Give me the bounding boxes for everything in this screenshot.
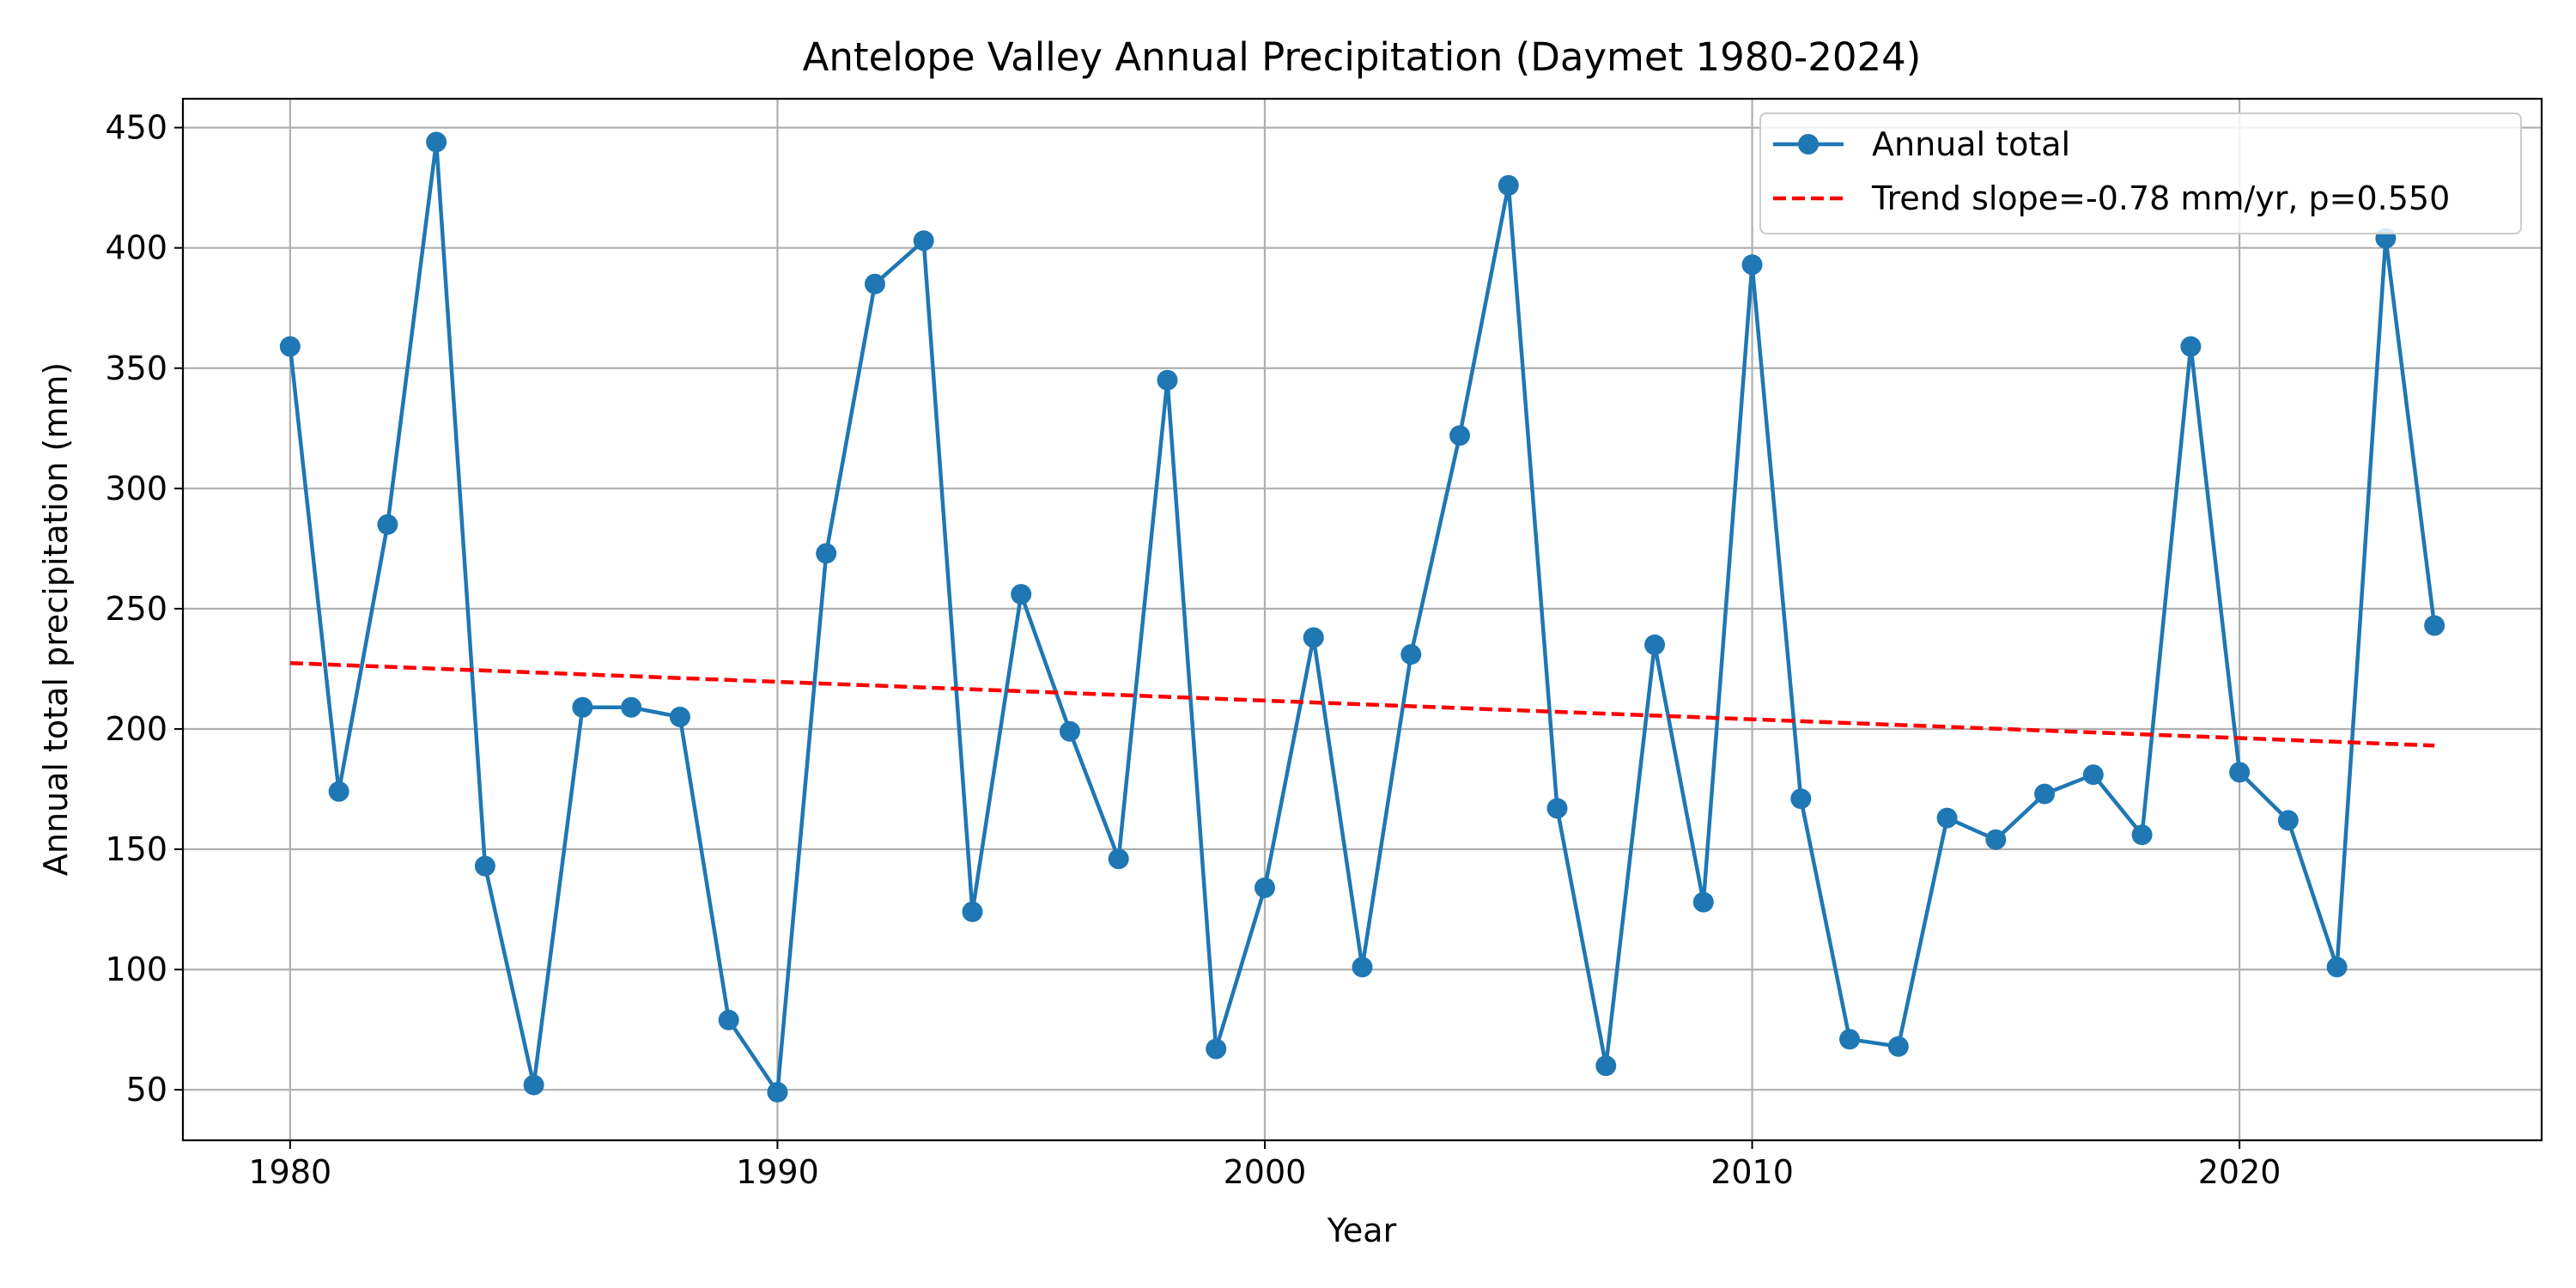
annual-total-point [2131, 824, 2153, 846]
annual-total-point [377, 513, 398, 535]
y-tick-label: 100 [105, 951, 167, 988]
annual-total-point [1303, 627, 1324, 648]
y-tick-label: 450 [105, 109, 167, 147]
annual-total-point [1449, 425, 1471, 447]
x-tick-label: 1980 [249, 1153, 332, 1191]
annual-total-point [1254, 877, 1275, 898]
annual-total-point [2034, 783, 2056, 805]
annual-total-point [1352, 957, 1373, 978]
annual-total-point [1400, 644, 1422, 665]
axes-frame [181, 97, 2543, 1142]
annual-total-point [426, 131, 447, 153]
y-tick-label: 300 [105, 470, 167, 507]
y-tick-label: 250 [105, 590, 167, 628]
grid [183, 99, 2542, 1140]
x-axis-label: Year [1327, 1212, 1397, 1249]
annual-total-point [1644, 634, 1666, 655]
annual-total-point [1498, 174, 1519, 196]
ticks: 1980 1990 2000 2010 2020 50 100 150 200 250 300 350… [105, 109, 2281, 1191]
trend-line [289, 660, 2435, 748]
annual-total-point [864, 273, 885, 295]
annual-total-point [279, 336, 301, 357]
x-tick-label: 2020 [2198, 1153, 2281, 1191]
y-tick-label: 400 [105, 229, 167, 267]
series-layer [279, 131, 2445, 1103]
annual-total-point [2326, 957, 2348, 978]
plot-area [183, 99, 2542, 1140]
annual-total-point [913, 230, 934, 252]
x-tick-label: 1990 [736, 1153, 819, 1191]
legend: Annual total Trend slope=-0.78 mm/yr, p=… [1759, 112, 2522, 234]
annual-total-point [1546, 798, 1568, 819]
y-tick-label: 350 [105, 349, 167, 387]
annual-total-point [572, 696, 593, 718]
annual-total-point [2424, 615, 2445, 636]
y-tick-label: 200 [105, 710, 167, 748]
annual-total-point [767, 1081, 788, 1103]
annual-total-point [1692, 891, 1714, 913]
x-tick-label: 2010 [1710, 1153, 1794, 1191]
annual-total-point [1985, 829, 2007, 850]
annual-total-point [816, 543, 837, 564]
annual-total-point [1839, 1029, 1861, 1050]
annual-total-point [2277, 810, 2299, 831]
legend-label-trend: Trend slope=-0.78 mm/yr, p=0.550 [1871, 179, 2450, 217]
annual-total-point [1887, 1036, 1909, 1057]
annual-total-point [1936, 807, 1958, 829]
annual-total-point [1741, 254, 1763, 276]
legend-box [1759, 112, 2522, 234]
y-tick-label: 50 [126, 1071, 167, 1109]
y-axis-label: Annual total precipitation (mm) [37, 362, 75, 876]
annual-total-point [1059, 720, 1080, 742]
legend-marker-annual [1798, 134, 1819, 155]
annual-total-point [2082, 764, 2104, 786]
legend-label-annual: Annual total [1872, 125, 2070, 163]
annual-total-point [474, 855, 495, 877]
annual-total-point [523, 1074, 544, 1096]
annual-total-point [1011, 584, 1032, 605]
annual-total-point [669, 706, 690, 727]
annual-total-point [1157, 369, 1178, 391]
annual-total-point [2229, 762, 2251, 783]
annual-total-point [1206, 1038, 1227, 1060]
annual-total-point [621, 696, 642, 718]
annual-total-point [1595, 1055, 1617, 1077]
annual-total-point [328, 781, 349, 802]
annual-total-point [1790, 788, 1812, 810]
annual-total-point [2180, 336, 2202, 357]
annual-total-point [718, 1009, 739, 1030]
y-tick-label: 150 [105, 830, 167, 868]
x-tick-label: 2000 [1224, 1153, 1307, 1191]
annual-total-point [962, 901, 983, 922]
chart-title: Antelope Valley Annual Precipitation (Da… [803, 34, 1922, 80]
annual-total-point [1108, 848, 1129, 870]
